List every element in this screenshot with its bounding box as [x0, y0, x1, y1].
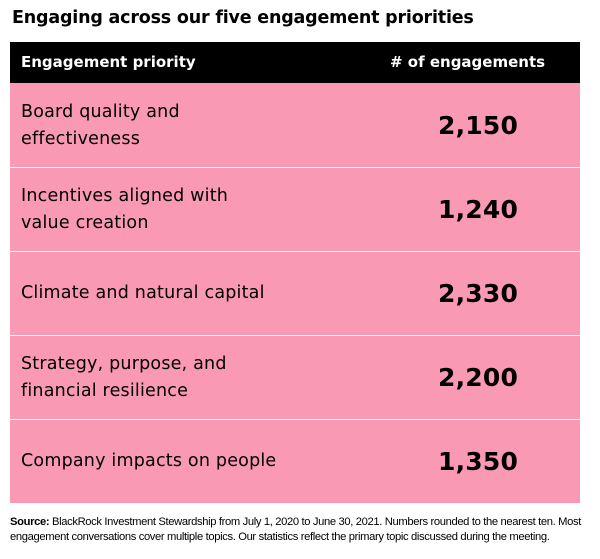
column-header-priority: Engagement priority [21, 53, 196, 71]
engagement-count: 2,200 [438, 363, 519, 392]
priority-label: Incentives aligned with value creation [21, 185, 229, 233]
source-label: Source: [10, 516, 50, 528]
table-row: Climate and natural capital 2,330 [10, 252, 580, 335]
table-row: Incentives aligned with value creation 1… [10, 168, 580, 251]
table-row: Company impacts on people 1,350 [10, 420, 580, 503]
table-header: Engagement priority # of engagements [10, 42, 580, 83]
source-footnote: Source: BlackRock Investment Stewardship… [10, 515, 595, 544]
row-divider [10, 335, 580, 336]
row-divider [10, 419, 580, 420]
row-divider [10, 167, 580, 168]
table-row: Board quality and effectiveness 2,150 [10, 84, 580, 167]
engagement-table: Engagement priority # of engagements Boa… [10, 42, 580, 503]
engagement-count: 2,150 [438, 111, 519, 140]
priority-label: Company impacts on people [21, 451, 277, 471]
engagement-count: 1,240 [438, 195, 519, 224]
engagement-count: 1,350 [438, 447, 519, 476]
priority-label: Climate and natural capital [21, 283, 265, 303]
source-text: BlackRock Investment Stewardship from Ju… [10, 516, 581, 543]
priority-label: Board quality and effectiveness [21, 101, 180, 149]
column-header-count: # of engagements [390, 53, 546, 71]
table-row: Strategy, purpose, and financial resilie… [10, 336, 580, 419]
priority-label: Strategy, purpose, and financial resilie… [21, 353, 227, 401]
page-title: Engaging across our five engagement prio… [12, 8, 474, 28]
engagement-count: 2,330 [438, 279, 519, 308]
row-divider [10, 251, 580, 252]
